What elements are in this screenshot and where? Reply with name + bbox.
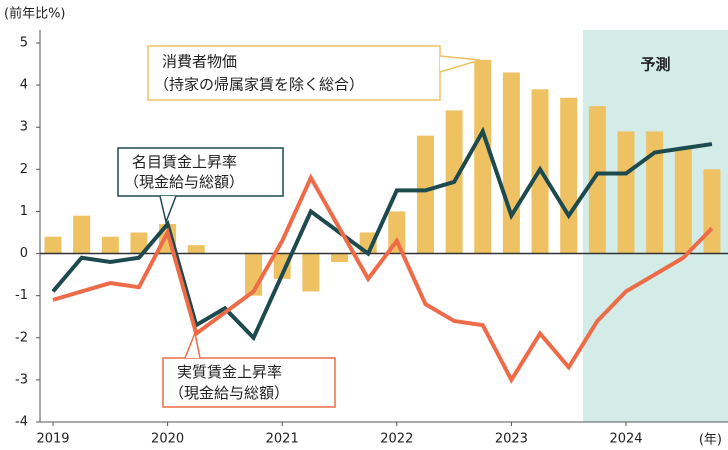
callout-box bbox=[117, 147, 284, 197]
bar bbox=[187, 245, 205, 254]
bar bbox=[44, 236, 62, 254]
y-tick-label: 4 bbox=[20, 78, 28, 93]
line bbox=[51, 126, 713, 342]
callout-box bbox=[162, 357, 336, 408]
bar bbox=[302, 253, 320, 292]
bar bbox=[674, 148, 692, 254]
y-tick-label: 2 bbox=[20, 162, 28, 177]
bar bbox=[130, 232, 148, 254]
bar bbox=[273, 253, 291, 279]
x-tick-label: 2023 bbox=[495, 432, 528, 447]
bar bbox=[560, 97, 578, 254]
y-tick-label: 0 bbox=[20, 246, 28, 261]
forecast-label: 予測 bbox=[641, 56, 671, 74]
x-unit-label: (年) bbox=[699, 433, 722, 448]
x-tick-label: 2024 bbox=[609, 432, 642, 447]
y-axis-label: (前年比%) bbox=[4, 6, 66, 22]
bar bbox=[474, 59, 492, 254]
callout-detail: （現金給与総額） bbox=[169, 384, 289, 402]
y-tick-label: 1 bbox=[20, 204, 28, 219]
callout-detail: （持家の帰属家賃を除く総合） bbox=[154, 75, 364, 93]
callout-pointer bbox=[159, 195, 177, 225]
x-tick-label: 2020 bbox=[151, 432, 184, 447]
callout-box bbox=[147, 45, 441, 101]
y-tick-label: -3 bbox=[15, 372, 28, 387]
callout-title: 消費者物価 bbox=[162, 53, 237, 71]
bar bbox=[73, 215, 91, 254]
x-tick-label: 2021 bbox=[266, 432, 299, 447]
x-tick-label: 2022 bbox=[380, 432, 413, 447]
y-tick-label: 5 bbox=[20, 36, 28, 51]
bar bbox=[101, 236, 119, 254]
bar bbox=[416, 135, 434, 254]
callout-title: 名目賃金上昇率 bbox=[132, 153, 237, 171]
bar bbox=[588, 106, 606, 254]
bar bbox=[617, 131, 635, 254]
y-tick-label: -2 bbox=[15, 330, 28, 345]
callout-detail: （現金給与総額） bbox=[124, 173, 244, 191]
bar bbox=[388, 211, 406, 254]
bar bbox=[502, 72, 520, 254]
callout-title: 実質賃金上昇率 bbox=[177, 363, 282, 381]
bar bbox=[703, 169, 721, 254]
x-tick-label: 2019 bbox=[36, 432, 69, 447]
bar bbox=[646, 131, 664, 254]
y-tick-label: -1 bbox=[15, 288, 28, 303]
line bbox=[52, 173, 714, 384]
bar bbox=[331, 253, 348, 262]
callout-pointer bbox=[439, 55, 481, 73]
y-tick-label: 3 bbox=[20, 120, 28, 135]
callout-pointer bbox=[184, 330, 201, 359]
y-tick-label: -4 bbox=[15, 415, 28, 430]
